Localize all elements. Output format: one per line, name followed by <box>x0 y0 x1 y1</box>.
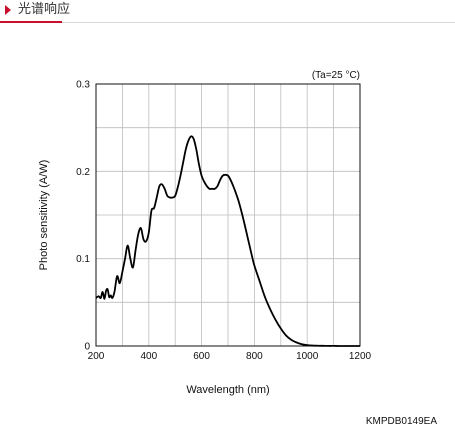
x-tick-label: 200 <box>88 351 105 362</box>
y-axis-ticks: 0 0.1 0.2 0.3 <box>76 80 90 353</box>
section-title: 光谱响应 <box>18 2 71 17</box>
x-axis-label: Wavelength (nm) <box>186 384 269 396</box>
header-accent-bar <box>0 21 62 23</box>
section-header: 光谱响应 <box>0 0 455 24</box>
triangle-bullet-icon <box>5 5 11 15</box>
y-tick-label: 0.1 <box>76 254 90 265</box>
header-divider <box>0 22 455 23</box>
chart-grid <box>96 84 360 346</box>
figure-code: KMPDB0149EA <box>366 416 437 427</box>
x-tick-label: 1200 <box>349 351 372 362</box>
x-tick-label: 400 <box>140 351 157 362</box>
plot-frame <box>95 83 361 347</box>
x-tick-label: 600 <box>193 351 210 362</box>
x-axis-ticks: 200 400 600 800 1000 1200 <box>88 351 372 362</box>
y-tick-label: 0.3 <box>76 80 90 91</box>
y-axis-label: Photo sensitivity (A/W) <box>38 160 50 271</box>
condition-note: (Ta=25 °C) <box>312 70 360 81</box>
x-tick-label: 800 <box>246 351 263 362</box>
y-tick-label: 0.2 <box>76 167 90 178</box>
y-tick-label: 0 <box>84 342 90 353</box>
x-tick-label: 1000 <box>296 351 319 362</box>
series-line-photo-sensitivity <box>95 135 360 347</box>
